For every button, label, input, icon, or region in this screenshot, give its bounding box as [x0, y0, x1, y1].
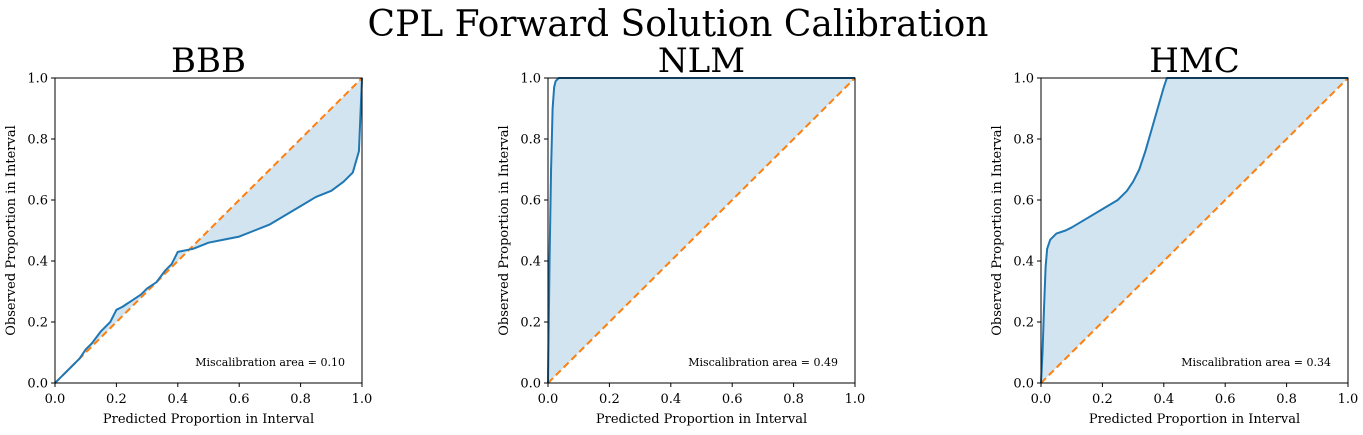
chart-2-ytick-label: 1.0 — [1013, 72, 1034, 87]
chart-1-ytick-label: 0.2 — [520, 316, 541, 331]
chart-2-ideal-line — [1040, 77, 1349, 384]
chart-1-ytick-label: 0.0 — [520, 377, 541, 392]
chart-1-xtick-label: 0.0 — [538, 392, 559, 407]
chart-1-ylabel: Observed Proportion in Interval — [497, 125, 512, 335]
chart-2-xtick-label: 0.6 — [1215, 392, 1236, 407]
chart-1-annotation: Miscalibration area = 0.49 — [688, 356, 838, 369]
chart-2-xtick-label: 1.0 — [1338, 392, 1359, 407]
chart-1-xtick-label: 0.8 — [783, 392, 804, 407]
chart-0-ytick-label: 0.6 — [27, 194, 48, 209]
chart-1-xtick-label: 0.2 — [599, 392, 620, 407]
chart-1-xtick-label: 0.4 — [660, 392, 681, 407]
chart-panel-hmc: HMC 0.0 0.2 0.4 0.6 0.8 1.0 0.0 0.2 0.4 0.6 0.8 1.0 P… — [990, 41, 1358, 427]
chart-1-ytick-label: 0.4 — [520, 255, 541, 270]
chart-0-ytick-label: 0.8 — [27, 133, 48, 148]
chart-2-miscalibration-fill — [1041, 78, 1348, 383]
chart-0-xtick-label: 0.4 — [167, 392, 188, 407]
chart-0-xtick-label: 0.8 — [290, 392, 311, 407]
chart-1-ytick-label: 0.8 — [520, 133, 541, 148]
chart-2-ylabel: Observed Proportion in Interval — [990, 125, 1005, 335]
chart-2-ytick-label: 0.4 — [1013, 255, 1034, 270]
chart-0-xtick-label: 0.0 — [45, 392, 66, 407]
chart-2-xtick-label: 0.4 — [1153, 392, 1174, 407]
chart-1-axes-frame — [547, 77, 856, 384]
chart-2-annotation: Miscalibration area = 0.34 — [1181, 356, 1331, 369]
chart-2-ytick-label: 0.8 — [1013, 133, 1034, 148]
chart-1-ytick-label: 1.0 — [520, 72, 541, 87]
chart-2-title: HMC — [1149, 41, 1239, 81]
chart-1-calibration-curve — [547, 77, 855, 384]
chart-0-ideal-line — [54, 77, 363, 384]
chart-0-axes-frame — [54, 77, 363, 384]
chart-0-ylabel: Observed Proportion in Interval — [4, 125, 19, 335]
chart-0-xtick-label: 0.6 — [229, 392, 250, 407]
chart-2-xtick-label: 0.8 — [1276, 392, 1297, 407]
chart-0-title: BBB — [171, 41, 246, 81]
chart-1-xtick-label: 1.0 — [845, 392, 866, 407]
chart-1-ytick-label: 0.6 — [520, 194, 541, 209]
chart-2-calibration-curve — [1040, 77, 1348, 384]
chart-0-xtick-label: 1.0 — [352, 392, 373, 407]
chart-2-ytick-label: 0.2 — [1013, 316, 1034, 331]
chart-0-ytick-label: 0.0 — [27, 377, 48, 392]
chart-0-ytick-label: 1.0 — [27, 72, 48, 87]
chart-0-xlabel: Predicted Proportion in Interval — [103, 412, 314, 427]
chart-0-annotation: Miscalibration area = 0.10 — [195, 356, 345, 369]
chart-0-calibration-curve — [54, 77, 363, 384]
chart-1-xtick-label: 0.6 — [722, 392, 743, 407]
chart-0-ytick-label: 0.4 — [27, 255, 48, 270]
chart-2-xtick-label: 0.2 — [1092, 392, 1113, 407]
chart-0-ytick-label: 0.2 — [27, 316, 48, 331]
chart-0-xtick-label: 0.2 — [106, 392, 127, 407]
figure-suptitle: CPL Forward Solution Calibration — [368, 4, 989, 45]
chart-2-ytick-label: 0.6 — [1013, 194, 1034, 209]
panels: BBB 0.0 0.2 0.4 0.6 0.8 1.0 0.0 0.2 0.4 0.6 0.8 1.0 P… — [4, 41, 1358, 427]
chart-panel-bbb: BBB 0.0 0.2 0.4 0.6 0.8 1.0 0.0 0.2 0.4 0.6 0.8 1.0 P… — [4, 41, 372, 427]
chart-1-title: NLM — [658, 41, 745, 81]
chart-2-xlabel: Predicted Proportion in Interval — [1089, 412, 1300, 427]
chart-2-xtick-label: 0.0 — [1031, 392, 1052, 407]
chart-2-axes-frame — [1040, 77, 1349, 384]
chart-panel-nlm: NLM 0.0 0.2 0.4 0.6 0.8 1.0 0.0 0.2 0.4 0.6 0.8 1.0 P… — [497, 41, 865, 427]
chart-1-xlabel: Predicted Proportion in Interval — [596, 412, 807, 427]
chart-1-ideal-line — [547, 77, 856, 384]
chart-2-ytick-label: 0.0 — [1013, 377, 1034, 392]
